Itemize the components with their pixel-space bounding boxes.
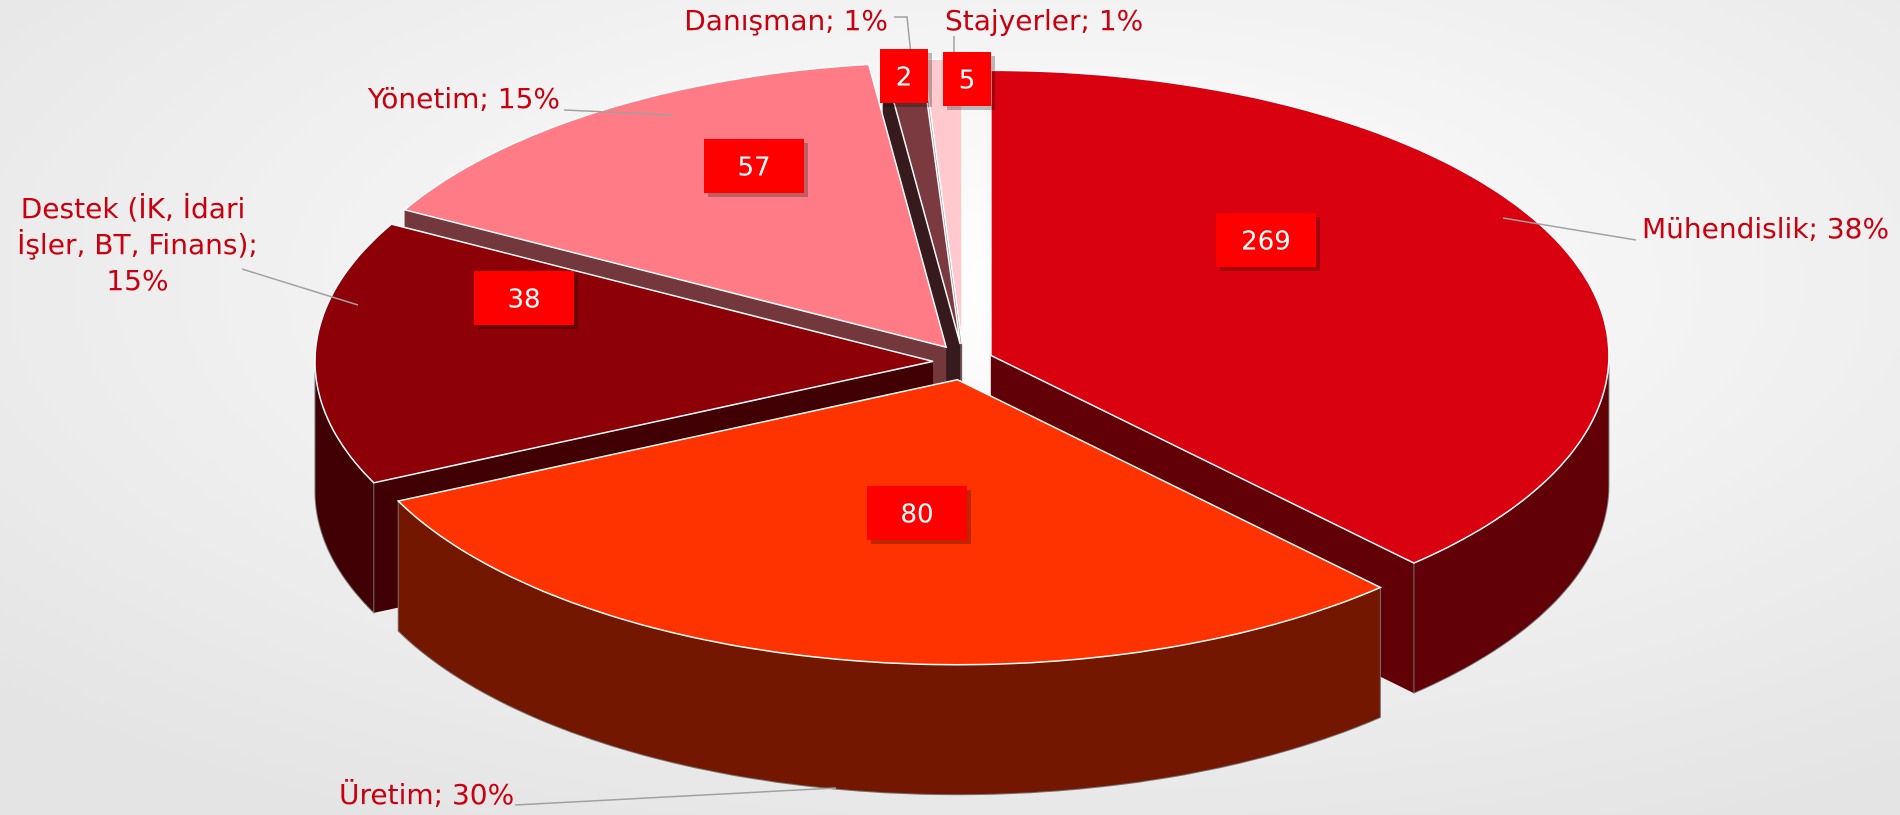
count-box — [867, 486, 967, 540]
data-label: Danışman; 1% — [684, 4, 888, 37]
count-box — [943, 52, 991, 106]
slice — [314, 223, 934, 484]
data-label: Yönetim; 15% — [367, 82, 560, 115]
slice — [990, 69, 1610, 564]
leader-line — [514, 787, 837, 806]
count-label: 5 — [959, 66, 976, 96]
count-box — [1216, 213, 1316, 267]
leader-line — [1502, 217, 1637, 241]
leader-line — [563, 109, 674, 116]
leader-line — [894, 16, 912, 56]
leader-line — [241, 268, 359, 306]
count-label: 2 — [896, 63, 913, 93]
data-label: Destek (İK, İdari İşler, BT, Finans); 15… — [8, 192, 258, 297]
count-box — [880, 49, 928, 103]
data-label: Stajyerler; 1% — [945, 4, 1143, 37]
data-label: Üretim; 30% — [339, 777, 514, 811]
count-label: 38 — [507, 285, 540, 315]
data-label: Mühendislik; 38% — [1642, 212, 1889, 245]
count-label: 57 — [737, 153, 770, 183]
count-label: 80 — [900, 500, 933, 530]
count-box — [474, 271, 574, 325]
count-box — [704, 139, 804, 193]
count-label: 269 — [1241, 227, 1291, 257]
